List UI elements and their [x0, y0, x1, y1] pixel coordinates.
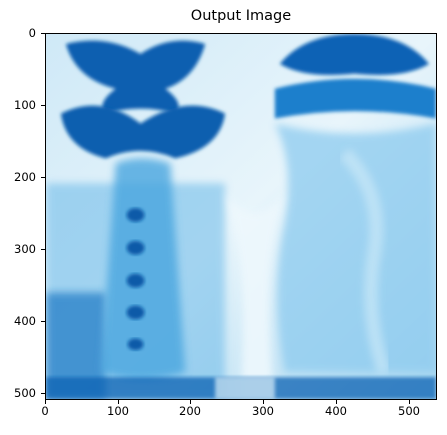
image-plot-area	[45, 33, 437, 400]
x-tick-mark	[409, 400, 410, 404]
y-tick-mark	[41, 105, 45, 106]
y-tick-mark	[41, 33, 45, 34]
x-tick-mark	[336, 400, 337, 404]
x-tick-mark	[263, 400, 264, 404]
y-tick-mark	[41, 393, 45, 394]
y-tick-mark	[41, 249, 45, 250]
y-tick-label: 400	[14, 314, 36, 328]
x-tick-mark	[190, 400, 191, 404]
x-tick-label: 200	[179, 404, 201, 418]
y-tick-label: 500	[14, 386, 36, 400]
stylized-output-image	[46, 34, 436, 399]
y-tick-label: 300	[14, 242, 36, 256]
y-tick-label: 0	[28, 26, 36, 40]
x-tick-label: 500	[398, 404, 420, 418]
x-tick-label: 100	[107, 404, 129, 418]
x-tick-label: 0	[41, 404, 49, 418]
x-tick-mark	[45, 400, 46, 404]
y-tick-label: 200	[14, 170, 36, 184]
x-tick-label: 400	[325, 404, 347, 418]
y-tick-mark	[41, 177, 45, 178]
y-tick-label: 100	[14, 98, 36, 112]
y-tick-mark	[41, 321, 45, 322]
x-tick-label: 300	[252, 404, 274, 418]
x-tick-mark	[118, 400, 119, 404]
plot-title: Output Image	[190, 8, 292, 24]
